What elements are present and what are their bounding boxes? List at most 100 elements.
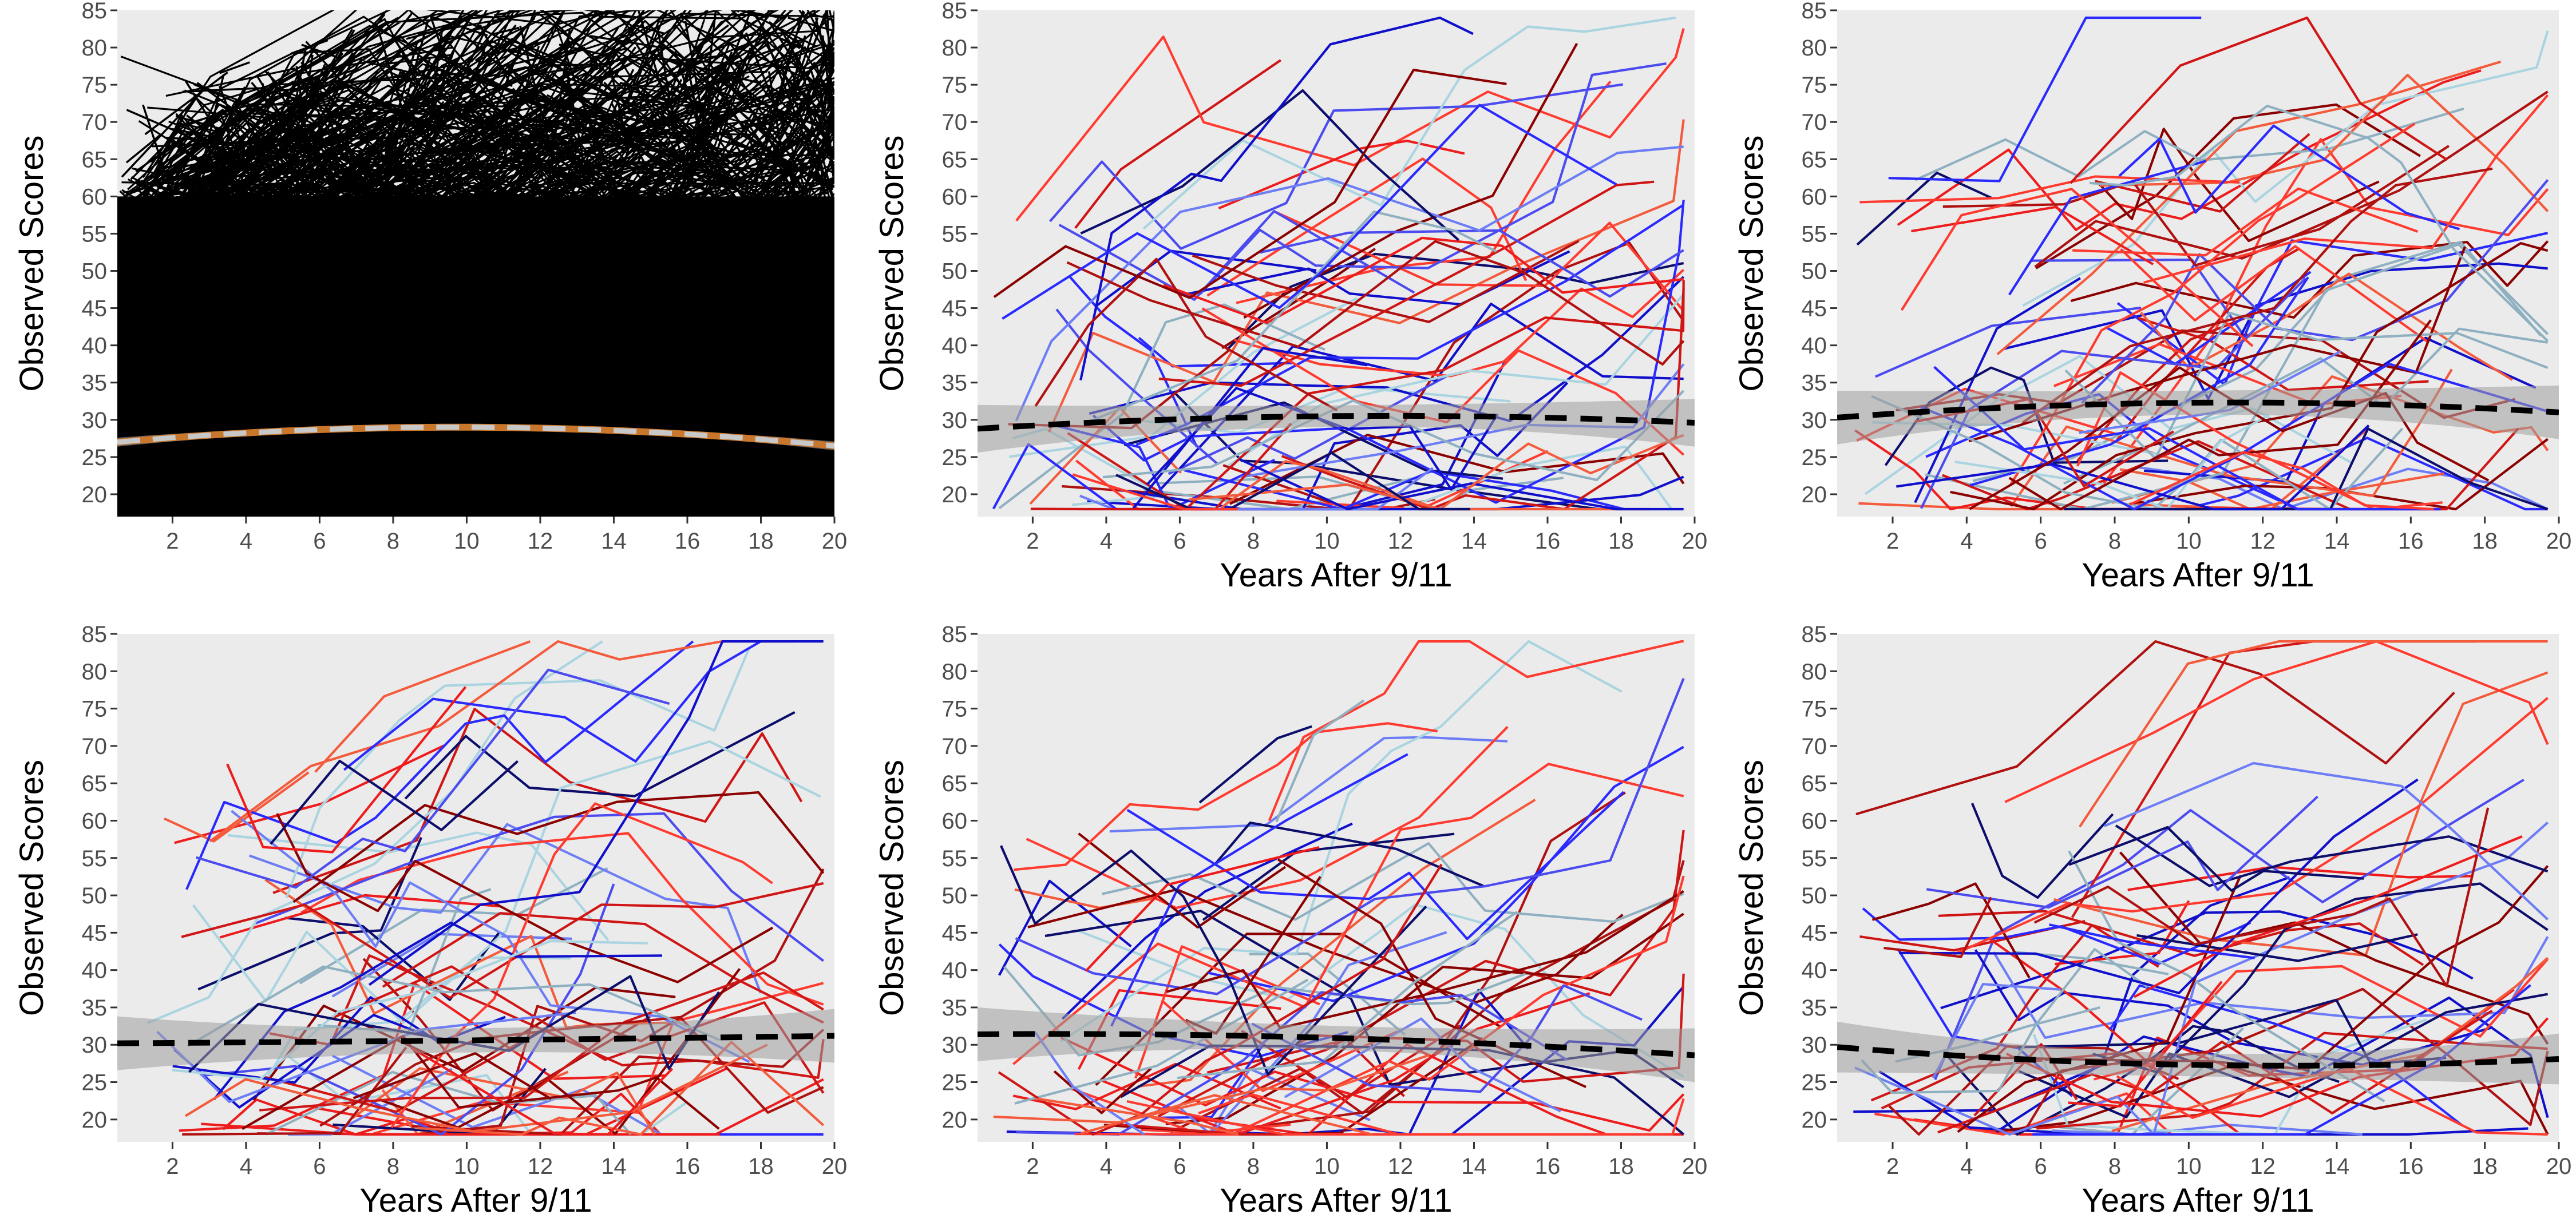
trajectory-line <box>331 1054 662 1136</box>
trajectory-line <box>1188 200 1685 504</box>
trajectory-line <box>1077 903 1684 1078</box>
y-tick-label: 75 <box>942 73 968 98</box>
trajectory-line <box>276 813 774 983</box>
mean-trend <box>978 1007 1695 1082</box>
trajectory-line <box>184 1044 768 1133</box>
trajectory-line <box>2034 90 2549 268</box>
trajectory-line <box>2070 240 2549 319</box>
confidence-band <box>1837 1021 2559 1085</box>
trajectory-line <box>1184 250 1570 306</box>
series-lines <box>1854 16 2549 511</box>
trajectory-line <box>2120 245 2428 343</box>
y-tick-label: 70 <box>1802 110 1827 135</box>
trajectory-line <box>2022 30 2549 307</box>
trajectory-line <box>2096 128 2380 243</box>
trajectory-line <box>1899 778 2419 994</box>
trajectory-line <box>1883 896 1992 958</box>
series-lines <box>992 16 1685 511</box>
trajectory-line <box>1000 845 1427 1076</box>
y-tick-label: 30 <box>1802 408 1827 433</box>
x-tick-label: 12 <box>528 529 553 554</box>
trajectory-line <box>1034 257 1338 412</box>
mean-trend <box>1837 1021 2559 1085</box>
trajectory-line <box>368 640 824 986</box>
x-tick-label: 4 <box>1100 1154 1113 1179</box>
x-tick-label: 4 <box>240 529 252 554</box>
trajectory-line <box>284 916 501 1001</box>
x-tick-label: 20 <box>1682 529 1708 554</box>
trajectory-line <box>300 832 824 1006</box>
y-tick-label: 50 <box>1802 883 1827 908</box>
trajectory-line <box>1015 678 1685 995</box>
x-tick-label: 14 <box>2324 1154 2350 1179</box>
panel-5: 20 25 30 35 40 45 50 55 60 65 70 75 80 85 2 4 6 8 10 12 14 16… <box>873 622 1707 1219</box>
x-tick-label: 16 <box>675 529 701 554</box>
x-axis-title: Years After 9/11 <box>1220 1182 1452 1219</box>
mean-trend <box>117 423 834 451</box>
trend-line-dashed <box>978 412 1695 432</box>
mean-trend <box>978 399 1695 453</box>
trajectory-line <box>264 878 679 1029</box>
trajectory-line <box>292 791 825 903</box>
trajectory-mass-core <box>117 196 834 517</box>
trajectory-line <box>2068 850 2385 1102</box>
trajectory-line <box>2033 807 2490 987</box>
x-tick-label: 14 <box>2324 529 2350 554</box>
y-tick-label: 50 <box>942 259 968 284</box>
trajectory-line <box>410 1046 674 1136</box>
y-axis-title: Observed Scores <box>13 135 50 391</box>
trajectory-line <box>1037 1097 1239 1136</box>
y-tick-label: 70 <box>82 734 108 759</box>
y-tick-label: 45 <box>82 921 108 946</box>
y-tick-label: 55 <box>1802 221 1827 247</box>
x-tick-label: 16 <box>675 1154 701 1179</box>
y-tick-label: 60 <box>82 184 108 209</box>
trend-line-dashed <box>1837 1044 2559 1069</box>
trajectory-line <box>1987 937 2242 1136</box>
x-tick-label: 12 <box>2250 529 2276 554</box>
x-tick-label: 8 <box>1247 1154 1260 1179</box>
y-tick-label: 35 <box>82 371 108 396</box>
trajectory-line <box>1208 745 1684 1002</box>
trajectory-line <box>1260 229 1684 298</box>
trajectory-line <box>2079 640 2548 828</box>
trajectory-line <box>2009 122 2416 485</box>
trajectory-line <box>1856 172 1992 246</box>
trajectory-line <box>196 668 670 889</box>
y-tick-label: 35 <box>82 995 108 1021</box>
x-tick-label: 6 <box>313 529 326 554</box>
trajectory-line <box>1914 277 2081 503</box>
y-tick-label: 65 <box>82 147 108 172</box>
trajectory-line <box>164 771 310 843</box>
trajectory-line <box>182 1046 407 1136</box>
trajectory-line <box>1177 911 1518 1080</box>
trajectory-line <box>2064 427 2549 511</box>
trajectory-line <box>1003 966 1526 1057</box>
trajectory-line <box>1221 248 1376 350</box>
trajectory-line <box>2129 451 2434 511</box>
y-tick-label: 35 <box>942 995 968 1021</box>
panel-background <box>978 10 1695 517</box>
trajectory-line <box>382 912 824 1024</box>
x-tick-label: 6 <box>1173 529 1186 554</box>
y-tick-label: 80 <box>942 659 968 684</box>
trajectory-line <box>1896 424 2370 511</box>
trajectory-line <box>1198 1093 1685 1136</box>
x-tick-label: 10 <box>1314 1154 1340 1179</box>
y-tick-label: 60 <box>82 808 108 834</box>
y-tick-label: 25 <box>82 445 108 470</box>
trend-line-dashed <box>1837 399 2559 420</box>
trajectory-line <box>272 708 803 894</box>
trajectory-line <box>2099 138 2549 490</box>
y-tick-label: 75 <box>942 697 968 722</box>
trajectory-line <box>1058 210 1415 301</box>
trajectory-line <box>1142 16 1676 230</box>
x-tick-label: 12 <box>528 1154 553 1179</box>
y-tick-label: 80 <box>1802 659 1827 684</box>
trajectory-line <box>255 812 824 962</box>
trajectory-line <box>1911 205 2154 265</box>
series-lines <box>117 10 834 517</box>
y-tick-label: 60 <box>1802 184 1827 209</box>
y-tick-label: 40 <box>82 958 108 983</box>
